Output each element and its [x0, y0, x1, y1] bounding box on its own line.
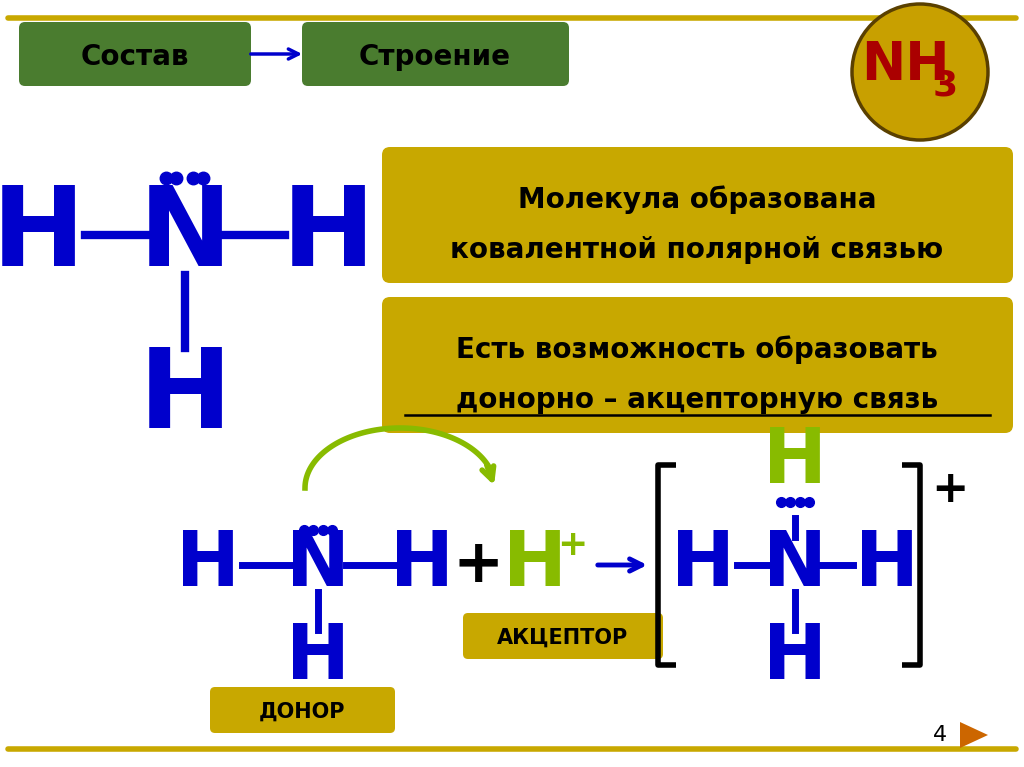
Text: Строение: Строение: [359, 43, 511, 71]
Text: H: H: [503, 528, 567, 602]
Text: H: H: [390, 528, 454, 602]
Text: 3: 3: [933, 68, 957, 102]
Text: 4: 4: [933, 725, 947, 745]
Text: Состав: Состав: [81, 43, 189, 71]
FancyBboxPatch shape: [382, 297, 1013, 433]
Text: NH: NH: [861, 39, 949, 91]
FancyBboxPatch shape: [19, 22, 251, 86]
Text: H: H: [0, 182, 85, 288]
Text: N: N: [286, 528, 350, 602]
Text: +: +: [931, 469, 969, 512]
Text: N: N: [138, 182, 231, 288]
FancyBboxPatch shape: [302, 22, 569, 86]
Text: H: H: [286, 621, 350, 695]
Text: Есть возможность образовать: Есть возможность образовать: [456, 336, 938, 364]
Text: H: H: [855, 528, 919, 602]
Text: АКЦЕПТОР: АКЦЕПТОР: [498, 628, 629, 648]
Text: H: H: [282, 182, 375, 288]
FancyBboxPatch shape: [382, 147, 1013, 283]
Text: +: +: [453, 535, 504, 594]
FancyBboxPatch shape: [210, 687, 395, 733]
Polygon shape: [961, 722, 988, 748]
Text: +: +: [557, 528, 587, 562]
Text: ДОНОР: ДОНОР: [259, 702, 345, 722]
Text: H: H: [763, 621, 827, 695]
Text: донорно – акцепторную связь: донорно – акцепторную связь: [456, 386, 938, 414]
Text: ковалентной полярной связью: ковалентной полярной связью: [451, 236, 943, 264]
FancyBboxPatch shape: [463, 613, 663, 659]
Text: Молекула образована: Молекула образована: [518, 186, 877, 214]
Text: H: H: [176, 528, 240, 602]
Text: N: N: [763, 528, 827, 602]
Text: H: H: [763, 425, 827, 499]
Circle shape: [852, 4, 988, 140]
Text: H: H: [671, 528, 735, 602]
Text: H: H: [138, 344, 231, 452]
